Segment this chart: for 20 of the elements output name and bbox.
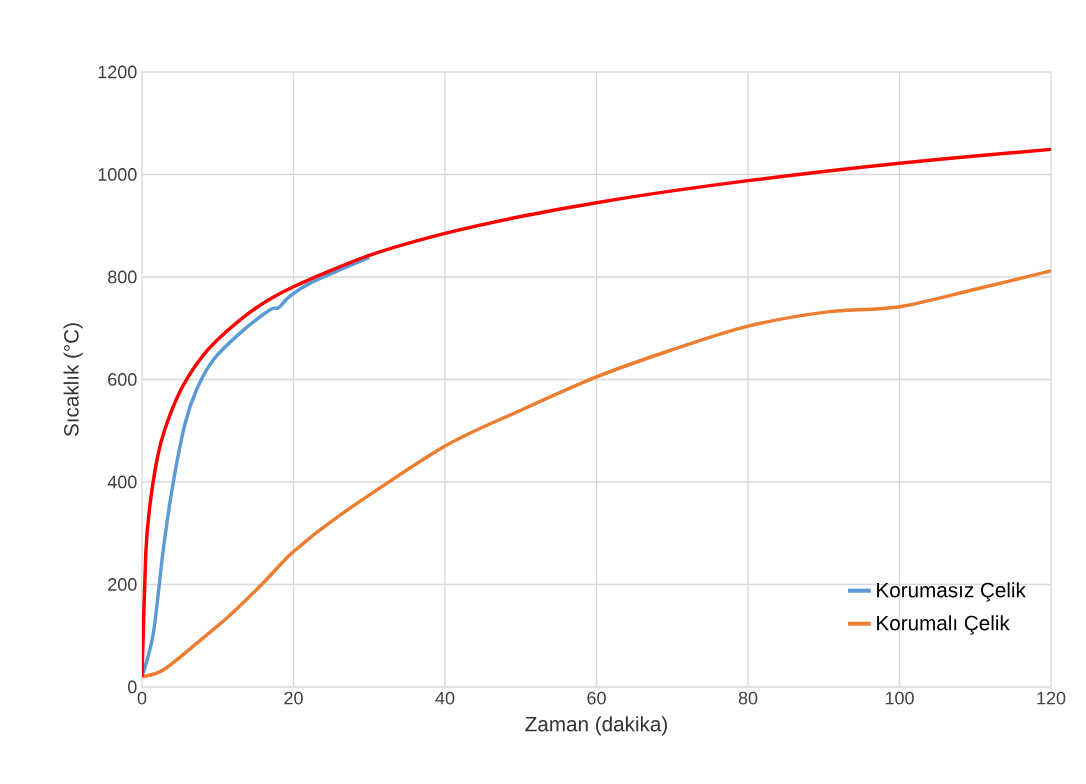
x-tick-label: 40 <box>435 691 455 705</box>
y-tick-label: 400 <box>107 475 137 489</box>
x-tick-label: 100 <box>885 691 914 705</box>
x-tick-label: 60 <box>587 691 606 705</box>
line-series <box>142 147 1051 679</box>
x-tick-label: 120 <box>1037 691 1066 705</box>
y-tick-label: 800 <box>108 270 137 284</box>
legend-label: Korumasız Çelik <box>877 582 1026 602</box>
y-tick-label: 200 <box>108 578 137 591</box>
line-series <box>142 269 1051 679</box>
y-tick-label: 0 <box>127 680 137 694</box>
y-axis-title: Sıcaklık (°C) <box>63 323 83 437</box>
legend-label: Korumalı Çelik <box>877 615 1010 635</box>
x-tick-label: 0 <box>137 691 147 705</box>
y-tick-label: 1000 <box>98 168 137 181</box>
y-tick-label: 600 <box>108 373 137 386</box>
x-tick-label: 20 <box>284 691 303 705</box>
x-tick-label: 80 <box>738 691 758 705</box>
x-axis-title: Zaman (dakika) <box>525 716 667 736</box>
y-tick-label: 1200 <box>98 65 137 79</box>
